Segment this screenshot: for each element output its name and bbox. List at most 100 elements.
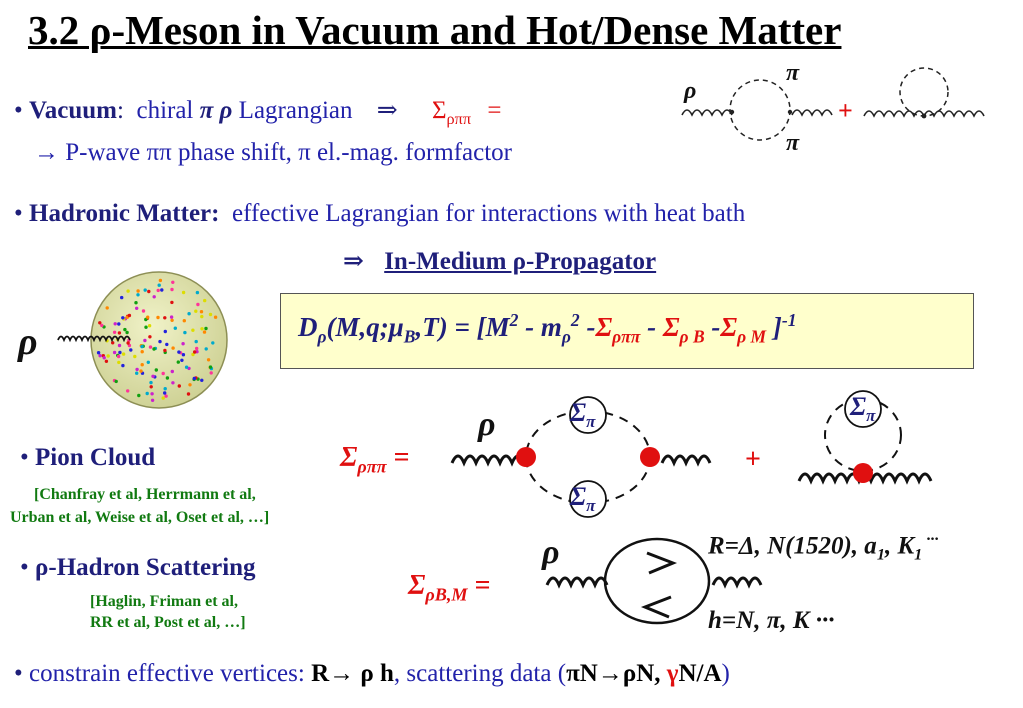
hadron-dot	[98, 354, 102, 358]
hadron-dot	[117, 322, 121, 326]
implies-arrow: ⇒	[343, 248, 364, 275]
hadron-dot	[141, 309, 146, 313]
pi-rho-symbols: π ρ	[199, 97, 233, 124]
gamma-symbol: γ	[666, 660, 679, 687]
constrain-text-2: , scattering data (	[393, 660, 567, 687]
hadron-dot	[151, 374, 155, 378]
hadron-dot	[121, 316, 125, 320]
page-title: 3.2 ρ-Meson in Vacuum and Hot/Dense Matt…	[28, 7, 842, 53]
hadron-dot	[98, 321, 102, 325]
hadron-dot	[149, 385, 153, 389]
vacuum-text-chiral: chiral	[136, 97, 194, 124]
hadron-dot	[206, 358, 211, 362]
hadron-dot	[126, 341, 130, 345]
hadron-dot	[133, 354, 137, 359]
hadron-dot	[148, 345, 153, 349]
hadron-dot	[156, 288, 160, 293]
hadron-dot	[163, 387, 167, 391]
hadronic-text: effective Lagrangian for interactions wi…	[231, 200, 746, 227]
hadron-dot	[112, 330, 117, 334]
colon: :	[117, 97, 124, 124]
hadron-dot	[126, 289, 130, 293]
hadron-dot	[173, 326, 177, 330]
hadron-dot	[116, 354, 121, 359]
rho-hadron-rho-label: ρ	[542, 534, 560, 571]
hadron-dot	[202, 330, 207, 334]
diagram-rho-label: ρ	[684, 78, 697, 104]
pion-cloud-tadpole-diagram	[797, 390, 933, 485]
hadron-dot	[161, 371, 165, 376]
hadron-dot	[104, 359, 109, 363]
hadron-dot	[137, 393, 141, 398]
hadron-dot	[186, 392, 191, 396]
diagram-pi-bottom-label: π	[786, 130, 800, 156]
hadron-dot	[171, 346, 175, 350]
hadron-dot	[126, 389, 130, 393]
hadron-dot	[135, 306, 139, 310]
propagator-line: ⇒ In-Medium ρ-Propagator	[343, 246, 656, 276]
sigma-rho-pi-pi: Σρππ	[431, 97, 472, 128]
hadron-dot	[105, 306, 109, 310]
hadron-dot	[135, 367, 139, 372]
pion-cloud-refs-1: [Chanfray et al, Herrmann et al,	[34, 486, 256, 503]
hadron-dot	[204, 326, 208, 331]
sigma-rho-B-M-lhs: ΣρB,M =	[408, 570, 491, 605]
pion-cloud-rho-label: ρ	[478, 406, 496, 443]
hadron-dot	[193, 350, 197, 354]
hadron-dot	[194, 339, 198, 344]
bullet: •	[20, 444, 29, 471]
pion-cloud-line: • Pion Cloud	[20, 444, 155, 472]
hadron-dot	[129, 348, 133, 352]
hadron-dot	[200, 327, 204, 331]
hadron-dot	[181, 353, 186, 357]
hadron-dot	[177, 350, 181, 354]
hadron-dot	[149, 380, 153, 385]
hadron-dot	[161, 396, 165, 400]
hadron-dot	[209, 371, 213, 375]
hadron-dot	[188, 383, 192, 387]
hadron-dot	[117, 331, 122, 335]
hadron-dot	[140, 350, 144, 354]
hadron-dot	[183, 330, 187, 335]
vacuum-subline: → P-wave ππ phase shift, π el.-mag. form…	[34, 139, 513, 166]
hadron-dot	[213, 315, 218, 319]
self-energy-pi-tadpole: Σπ	[850, 392, 876, 426]
hadron-dot	[127, 313, 132, 318]
vacuum-text-lagrangian: Lagrangian	[238, 97, 353, 124]
bullet: •	[14, 97, 23, 124]
rho-hadron-refs-2: RR et al, Post et al, …]	[90, 614, 246, 631]
hadron-dot	[187, 312, 191, 316]
hadron-dot	[117, 360, 121, 365]
propagator-formula-box	[280, 293, 974, 369]
hadron-dot	[195, 290, 200, 295]
hadron-dot	[165, 342, 169, 347]
hadron-dot	[145, 391, 149, 396]
hadron-dot	[156, 315, 160, 320]
vacuum-line: • Vacuum: chiral π ρ Lagrangian ⇒ Σρππ =	[14, 95, 501, 129]
hadron-dot	[113, 322, 117, 326]
hadron-dot	[169, 315, 174, 319]
hadron-dot	[114, 379, 118, 384]
constrain-target: N/A	[678, 660, 722, 687]
hadron-dot	[140, 344, 144, 349]
hadron-dots	[96, 278, 218, 402]
self-energy-pi-top: Σπ	[570, 398, 596, 432]
hadron-dot	[194, 309, 198, 313]
hadron-dot	[191, 352, 195, 357]
hadron-dot	[117, 343, 122, 348]
equals-sign: =	[487, 97, 502, 124]
hadron-dot	[127, 343, 132, 348]
hadron-dot	[136, 293, 140, 297]
fireball-illustration	[57, 271, 228, 409]
implies-arrow: ⇒	[376, 97, 398, 124]
hadron-dot	[200, 378, 204, 382]
hadron-dot	[140, 363, 144, 367]
hadron-dot	[184, 365, 189, 369]
hadronic-heading: Hadronic Matter:	[29, 200, 220, 227]
resonance-list: R=Δ, N(1520), a1, K1 ···	[708, 530, 939, 564]
vacuum-loop-diagram	[680, 60, 855, 156]
rho-hadron-heading: ρ-Hadron Scattering	[35, 554, 256, 581]
hadron-dot	[150, 398, 155, 402]
pion-cloud-heading: Pion Cloud	[35, 444, 156, 471]
constrain-line: • constrain effective vertices: R→ ρ h, …	[14, 660, 730, 688]
